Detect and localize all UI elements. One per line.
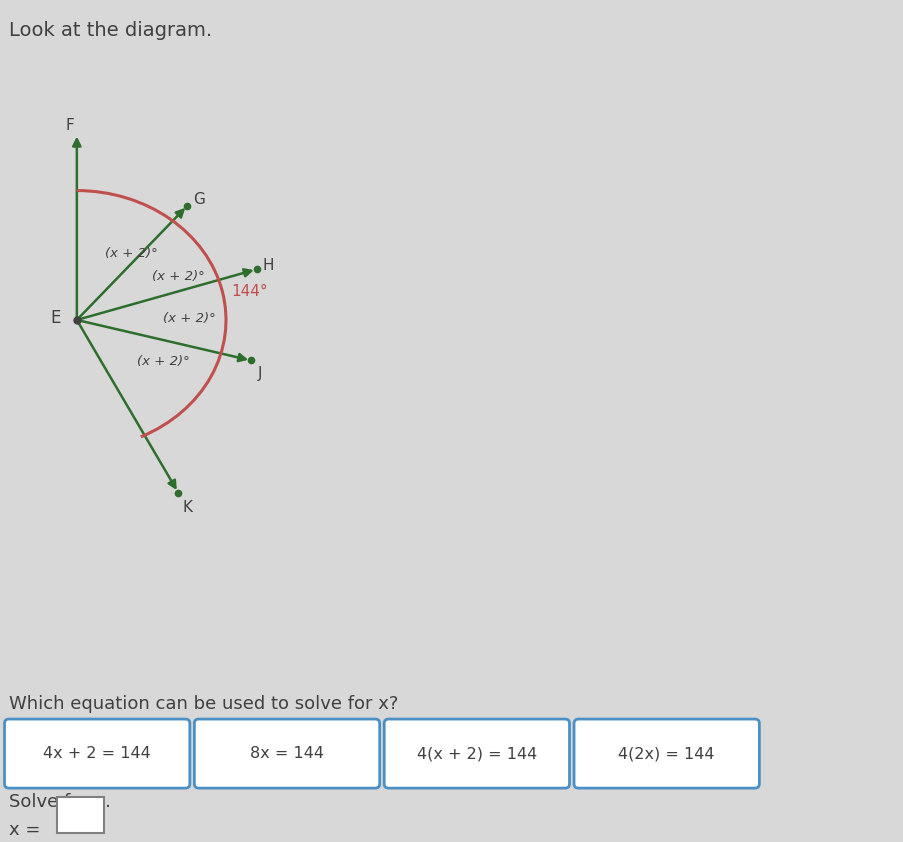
Text: 4x + 2 = 144: 4x + 2 = 144 xyxy=(43,746,151,761)
Text: Look at the diagram.: Look at the diagram. xyxy=(9,21,212,40)
Text: (x + 2)°: (x + 2)° xyxy=(163,312,215,324)
Text: K: K xyxy=(182,500,192,515)
Text: H: H xyxy=(263,258,274,274)
Text: (x + 2)°: (x + 2)° xyxy=(136,355,189,369)
Text: 8x = 144: 8x = 144 xyxy=(250,746,323,761)
Text: Which equation can be used to solve for x?: Which equation can be used to solve for … xyxy=(9,695,398,712)
Text: 144°: 144° xyxy=(231,284,268,299)
FancyBboxPatch shape xyxy=(57,797,104,833)
FancyBboxPatch shape xyxy=(194,719,379,788)
Text: E: E xyxy=(51,309,61,328)
FancyBboxPatch shape xyxy=(384,719,569,788)
FancyBboxPatch shape xyxy=(573,719,759,788)
Text: 4(2x) = 144: 4(2x) = 144 xyxy=(618,746,714,761)
Text: J: J xyxy=(257,365,262,381)
FancyBboxPatch shape xyxy=(5,719,190,788)
Text: G: G xyxy=(193,192,205,206)
Text: Solve for x.: Solve for x. xyxy=(9,793,111,811)
Text: (x + 2)°: (x + 2)° xyxy=(152,269,204,283)
Text: 4(x + 2) = 144: 4(x + 2) = 144 xyxy=(416,746,536,761)
Text: (x + 2)°: (x + 2)° xyxy=(105,248,157,260)
Text: F: F xyxy=(65,118,74,133)
Text: x =: x = xyxy=(9,821,41,839)
